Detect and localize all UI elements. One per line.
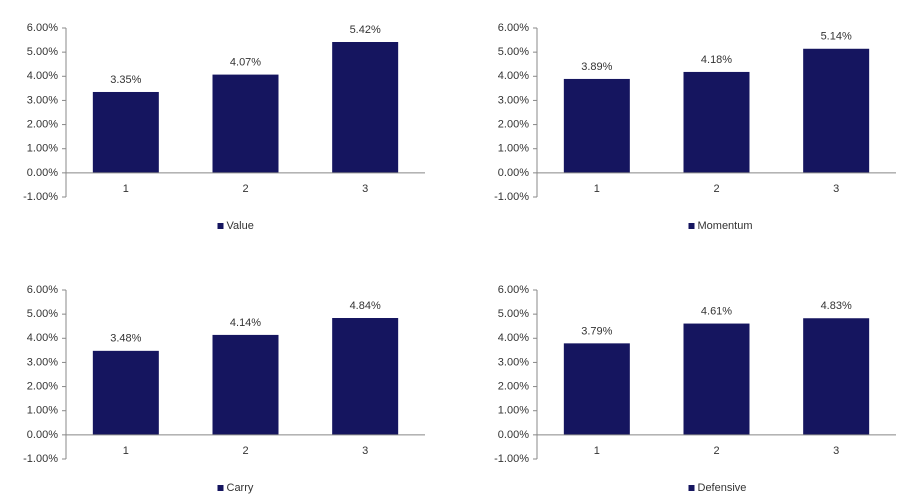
x-tick-label: 3 (833, 183, 839, 195)
y-tick-label: 6.00% (27, 284, 58, 296)
y-tick-label: 1.00% (27, 143, 58, 155)
y-tick-label: 4.00% (498, 70, 529, 82)
y-tick-label: 3.00% (498, 94, 529, 106)
y-tick-label: 1.00% (498, 405, 529, 417)
y-tick-label: 0.00% (27, 167, 58, 179)
x-tick-label: 1 (123, 183, 129, 195)
x-tick-label: 2 (242, 445, 248, 457)
y-tick-label: 6.00% (498, 22, 529, 34)
bar (92, 350, 159, 435)
y-tick-label: 4.00% (27, 70, 58, 82)
value-label: 4.07% (230, 57, 261, 69)
bar (803, 48, 870, 173)
x-tick-label: 1 (594, 183, 600, 195)
y-tick-label: 0.00% (498, 167, 529, 179)
y-tick-label: 5.00% (498, 308, 529, 320)
x-tick-label: 1 (123, 445, 129, 457)
legend-label: Defensive (698, 482, 747, 494)
bar (332, 318, 399, 435)
bar (92, 91, 159, 173)
value-label: 5.42% (350, 24, 381, 36)
bar (803, 318, 870, 435)
y-tick-label: 1.00% (27, 405, 58, 417)
bar (683, 323, 750, 435)
bar (212, 74, 279, 173)
value-label: 5.14% (821, 31, 852, 43)
x-tick-label: 1 (594, 445, 600, 457)
legend-label: Carry (227, 482, 254, 494)
y-tick-label: -1.00% (494, 453, 529, 465)
legend-swatch (217, 223, 224, 229)
value-label: 3.89% (581, 61, 612, 73)
y-tick-label: 6.00% (498, 284, 529, 296)
y-tick-label: -1.00% (23, 191, 58, 203)
y-tick-label: 5.00% (27, 46, 58, 58)
bar (563, 343, 630, 435)
y-tick-label: 2.00% (27, 118, 58, 130)
y-tick-label: -1.00% (494, 191, 529, 203)
value-label: 4.18% (701, 54, 732, 66)
y-tick-label: 0.00% (498, 429, 529, 441)
y-tick-label: 4.00% (27, 332, 58, 344)
value-label: 3.48% (110, 333, 141, 345)
y-tick-label: 3.00% (498, 356, 529, 368)
legend-label: Value (227, 220, 254, 232)
value-label: 4.14% (230, 317, 261, 329)
bar (332, 42, 399, 173)
value-label: 4.83% (821, 300, 852, 312)
y-tick-label: 2.00% (498, 380, 529, 392)
value-label: 4.84% (350, 300, 381, 312)
x-tick-label: 3 (833, 445, 839, 457)
y-tick-label: 5.00% (27, 308, 58, 320)
y-tick-label: 3.00% (27, 94, 58, 106)
x-tick-label: 2 (713, 445, 719, 457)
value-label: 4.61% (701, 305, 732, 317)
x-tick-label: 3 (362, 183, 368, 195)
y-tick-label: 4.00% (498, 332, 529, 344)
y-tick-label: 5.00% (498, 46, 529, 58)
x-tick-label: 2 (242, 183, 248, 195)
legend-swatch (217, 485, 224, 491)
x-tick-label: 2 (713, 183, 719, 195)
legend-label: Momentum (698, 220, 753, 232)
value-label: 3.35% (110, 74, 141, 86)
bar (212, 334, 279, 435)
y-tick-label: 2.00% (498, 118, 529, 130)
y-tick-label: 2.00% (27, 380, 58, 392)
y-tick-label: 1.00% (498, 143, 529, 155)
bar (683, 71, 750, 173)
legend-swatch (688, 485, 695, 491)
bar (563, 78, 630, 173)
legend-swatch (688, 223, 695, 229)
x-tick-label: 3 (362, 445, 368, 457)
value-label: 3.79% (581, 325, 612, 337)
y-tick-label: 6.00% (27, 22, 58, 34)
y-tick-label: 0.00% (27, 429, 58, 441)
y-tick-label: 3.00% (27, 356, 58, 368)
y-tick-label: -1.00% (23, 453, 58, 465)
